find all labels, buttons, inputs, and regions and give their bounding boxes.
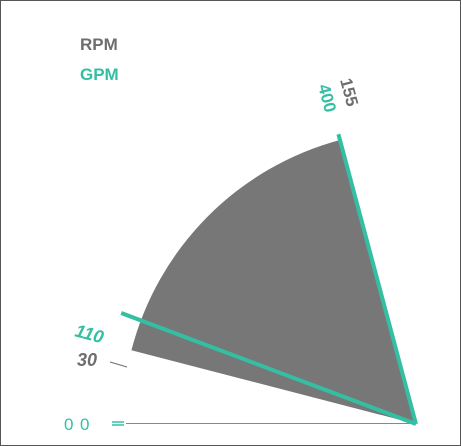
needle-gpm-400 bbox=[336, 133, 418, 425]
tick-label-low-gpm: 110 bbox=[73, 321, 106, 348]
tick-rpm-low bbox=[109, 361, 128, 368]
tick-label-zero-gpm: 0 bbox=[64, 415, 73, 434]
legend-gpm: GPM bbox=[80, 65, 119, 84]
tick-label-low-rpm: 30 bbox=[77, 350, 97, 370]
tick-label-high-rpm: 155 bbox=[336, 76, 362, 108]
tick-label-high-gpm: 400 bbox=[314, 82, 340, 114]
gauge-band bbox=[131, 140, 416, 424]
tick-label-zero-rpm: 0 bbox=[80, 415, 89, 434]
needle-gpm-110 bbox=[120, 311, 417, 426]
legend-rpm: RPM bbox=[80, 35, 118, 54]
